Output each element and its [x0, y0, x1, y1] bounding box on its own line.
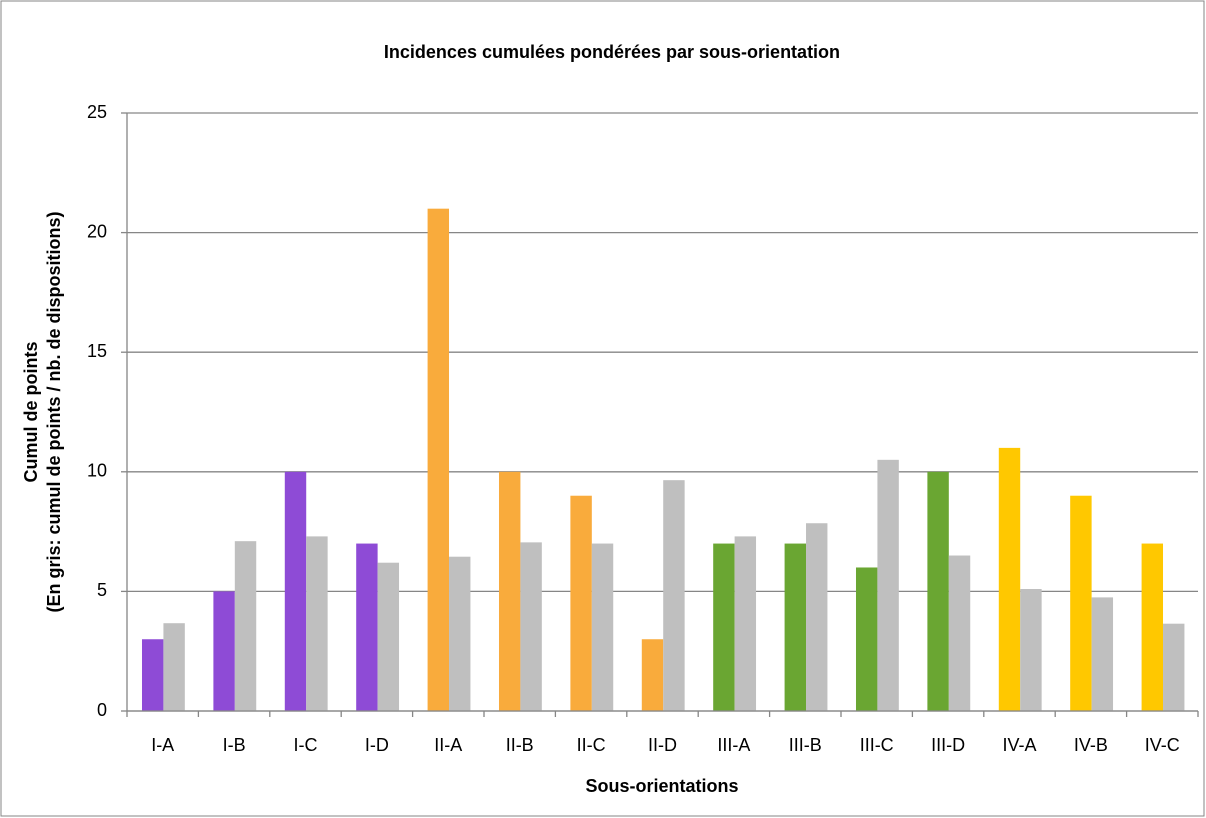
x-tick-label: II-A: [434, 735, 462, 755]
bar: [877, 459, 899, 711]
x-tick-label: I-B: [223, 735, 246, 755]
y-tick-label: 20: [87, 221, 107, 241]
bar: [641, 639, 664, 711]
bar: [998, 447, 1021, 711]
x-tick-label: IV-A: [1002, 735, 1036, 755]
bar: [948, 555, 971, 711]
bar: [306, 536, 328, 711]
bar: [806, 523, 828, 711]
bar: [1163, 623, 1185, 711]
bar: [498, 471, 521, 711]
y-axis-label-line: (En gris: cumul de points / nb. de dispo…: [44, 211, 64, 612]
x-tick-label: III-C: [860, 735, 894, 755]
x-axis-label: Sous-orientations: [585, 776, 738, 796]
bar: [927, 471, 949, 711]
bar: [591, 543, 614, 711]
x-tick-label: II-C: [577, 735, 606, 755]
bar: [663, 480, 685, 711]
bar: [377, 562, 400, 711]
chart-title: Incidences cumulées pondérées par sous-o…: [384, 42, 840, 62]
bar: [1070, 495, 1092, 711]
bar: [1020, 589, 1042, 711]
bar: [284, 471, 307, 711]
x-tick-label: II-D: [648, 735, 677, 755]
x-tick-label: I-C: [294, 735, 318, 755]
bar: [520, 542, 542, 711]
bar: [784, 543, 807, 711]
bar: [570, 495, 592, 711]
x-tick-label: III-B: [789, 735, 822, 755]
x-tick-label: III-A: [717, 735, 750, 755]
bar: [213, 591, 235, 711]
bar: [356, 543, 378, 711]
bar: [855, 567, 878, 711]
y-axis-label-line: Cumul de points: [21, 342, 41, 483]
bar: [141, 639, 164, 711]
x-tick-label: IV-B: [1074, 735, 1108, 755]
x-tick-label: II-B: [506, 735, 534, 755]
x-tick-label: I-D: [365, 735, 389, 755]
bar: [1091, 597, 1114, 711]
x-tick-label: IV-C: [1145, 735, 1180, 755]
bar: [163, 623, 185, 711]
bar: [449, 556, 471, 711]
x-tick-label: III-D: [931, 735, 965, 755]
bar: [234, 541, 257, 711]
y-tick-label: 0: [97, 700, 107, 720]
y-tick-label: 25: [87, 102, 107, 122]
y-tick-label: 5: [97, 580, 107, 600]
bar: [734, 536, 757, 711]
y-axis-label: Cumul de points (En gris: cumul de point…: [21, 211, 64, 612]
bar: [713, 543, 735, 711]
y-tick-label: 15: [87, 341, 107, 361]
x-tick-label: I-A: [151, 735, 174, 755]
bar: [427, 208, 450, 711]
bar: [1141, 543, 1164, 711]
y-tick-label: 10: [87, 461, 107, 481]
